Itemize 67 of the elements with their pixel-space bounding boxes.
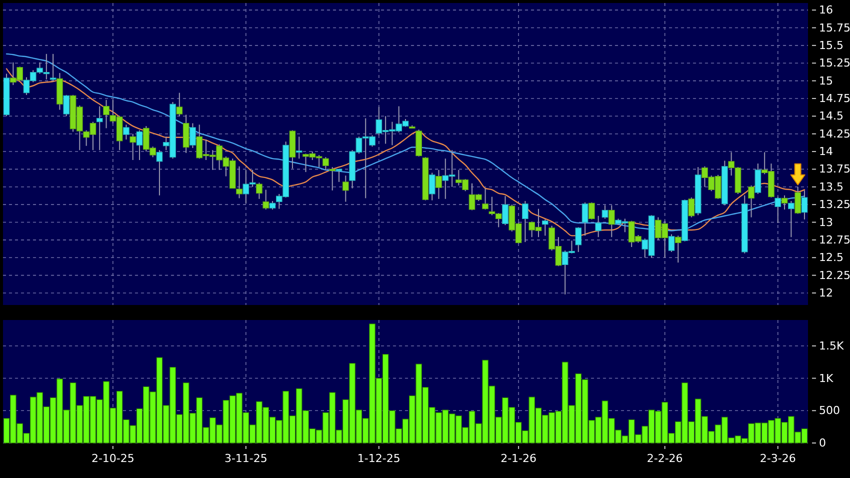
y-tick-label: 12.75 bbox=[819, 233, 850, 246]
x-tick-label: 1-12-25 bbox=[357, 452, 400, 465]
candlestick bbox=[754, 163, 762, 194]
y-tick-label: 14.5 bbox=[819, 110, 844, 123]
candlestick bbox=[50, 53, 56, 82]
x-tick-label: 2-3-26 bbox=[760, 452, 796, 465]
candlestick bbox=[256, 182, 262, 200]
x-tick-label: 2-10-25 bbox=[91, 452, 134, 465]
candlestick bbox=[688, 196, 695, 218]
candlestick bbox=[130, 133, 136, 161]
candlestick bbox=[103, 99, 110, 129]
y-tick-label: 1K bbox=[819, 372, 834, 385]
y-tick-label: 14 bbox=[819, 145, 833, 158]
y-tick-label: 1.5K bbox=[819, 339, 844, 352]
candlestick bbox=[522, 200, 528, 243]
candlestick bbox=[482, 188, 488, 210]
candlestick bbox=[342, 175, 349, 202]
y-tick-label: 12.5 bbox=[819, 251, 844, 264]
y-tick-label: 13.25 bbox=[819, 198, 850, 212]
candlestick bbox=[602, 204, 608, 220]
candlestick bbox=[588, 202, 595, 220]
y-tick-label: 16 bbox=[819, 4, 833, 17]
candlestick bbox=[608, 204, 615, 238]
y-tick-label: 500 bbox=[819, 404, 840, 418]
candlestick bbox=[123, 124, 130, 140]
y-tick-label: 15.5 bbox=[819, 38, 844, 52]
candlestick bbox=[262, 189, 270, 210]
candlestick bbox=[575, 226, 582, 252]
y-tick-label: 15 bbox=[819, 74, 833, 88]
y-tick-label: 15.25 bbox=[819, 56, 850, 70]
y-tick-label: 12.25 bbox=[819, 268, 850, 282]
candlestick bbox=[428, 172, 436, 201]
candlestick bbox=[322, 156, 329, 170]
y-tick-label: 14.75 bbox=[819, 92, 850, 105]
x-tick-label: 3-11-25 bbox=[224, 452, 268, 465]
y-tick-label: 15.75 bbox=[819, 21, 850, 34]
candlestick bbox=[96, 106, 103, 151]
y-tick-label: 13.75 bbox=[819, 162, 850, 176]
y-tick-label: 13.5 bbox=[819, 180, 844, 194]
candlestick bbox=[674, 235, 682, 264]
y-tick-label: 14.25 bbox=[819, 127, 850, 140]
y-tick-label: 12 bbox=[819, 286, 833, 300]
candlestick bbox=[748, 184, 754, 218]
candlestick bbox=[190, 122, 196, 148]
candlestick bbox=[156, 150, 163, 196]
candlestick bbox=[668, 234, 675, 252]
candlestick bbox=[794, 186, 801, 214]
candlestick bbox=[336, 168, 342, 182]
candlestick bbox=[296, 136, 302, 160]
x-tick-label: 2-2-26 bbox=[646, 452, 683, 465]
candlestick bbox=[176, 92, 183, 117]
candlestick bbox=[136, 130, 143, 161]
candlestick bbox=[595, 215, 602, 238]
candlestick bbox=[329, 166, 336, 191]
y-tick-label: 13 bbox=[819, 216, 833, 229]
y-tick-label: 0 bbox=[819, 436, 826, 450]
candlestick bbox=[63, 94, 70, 117]
candlestick bbox=[781, 194, 788, 210]
candlestick bbox=[801, 190, 808, 220]
candlestick bbox=[788, 200, 794, 238]
candlestick bbox=[582, 202, 588, 236]
x-tick-label: 2-1-26 bbox=[500, 452, 537, 465]
candlestick bbox=[436, 169, 442, 200]
candlestick bbox=[774, 196, 782, 224]
candlestick bbox=[502, 196, 508, 226]
candlestick bbox=[236, 166, 242, 199]
candlestick bbox=[542, 218, 548, 236]
